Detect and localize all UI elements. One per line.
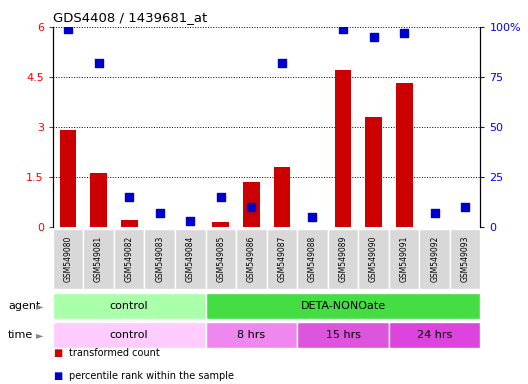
Text: agent: agent — [8, 301, 40, 311]
Text: 15 hrs: 15 hrs — [325, 330, 361, 340]
Text: time: time — [8, 330, 33, 340]
Point — [186, 217, 194, 223]
Bar — [53, 293, 205, 319]
Point — [430, 210, 439, 216]
Text: GSM549082: GSM549082 — [125, 236, 134, 282]
Point — [370, 34, 378, 40]
Bar — [274, 167, 290, 227]
Text: GSM549081: GSM549081 — [94, 236, 103, 282]
Bar — [297, 229, 328, 289]
Bar — [53, 322, 205, 348]
Bar — [419, 229, 450, 289]
Point — [461, 204, 469, 210]
Bar — [205, 229, 236, 289]
Bar — [365, 117, 382, 227]
Text: percentile rank within the sample: percentile rank within the sample — [69, 371, 233, 381]
Bar — [389, 322, 480, 348]
Bar — [267, 229, 297, 289]
Bar — [236, 229, 267, 289]
Bar — [175, 229, 205, 289]
Bar — [335, 70, 352, 227]
Point — [64, 26, 72, 32]
Point — [95, 60, 103, 66]
Text: GSM549085: GSM549085 — [216, 236, 225, 282]
Bar — [83, 229, 114, 289]
Point — [156, 210, 164, 216]
Bar — [205, 293, 480, 319]
Point — [308, 214, 317, 220]
Text: GSM549093: GSM549093 — [461, 236, 470, 283]
Point — [400, 30, 408, 36]
Bar — [53, 229, 83, 289]
Bar — [121, 220, 138, 227]
Bar — [389, 229, 419, 289]
Text: GDS4408 / 1439681_at: GDS4408 / 1439681_at — [53, 11, 207, 24]
Text: DETA-NONOate: DETA-NONOate — [300, 301, 385, 311]
Bar — [114, 229, 145, 289]
Text: GSM549091: GSM549091 — [400, 236, 409, 282]
Text: GSM549086: GSM549086 — [247, 236, 256, 282]
Bar — [328, 229, 359, 289]
Bar — [243, 182, 260, 227]
Text: GSM549080: GSM549080 — [63, 236, 72, 282]
Text: 24 hrs: 24 hrs — [417, 330, 452, 340]
Text: ■: ■ — [53, 348, 62, 358]
Text: ►: ► — [36, 301, 43, 311]
Bar — [297, 322, 389, 348]
Text: GSM549083: GSM549083 — [155, 236, 164, 282]
Text: GSM549087: GSM549087 — [277, 236, 286, 282]
Text: GSM549092: GSM549092 — [430, 236, 439, 282]
Bar — [450, 229, 480, 289]
Text: transformed count: transformed count — [69, 348, 159, 358]
Text: GSM549089: GSM549089 — [338, 236, 347, 282]
Text: ►: ► — [36, 330, 43, 340]
Bar — [359, 229, 389, 289]
Point — [247, 204, 256, 210]
Text: control: control — [110, 330, 148, 340]
Bar — [212, 222, 229, 227]
Text: 8 hrs: 8 hrs — [237, 330, 266, 340]
Text: GSM549090: GSM549090 — [369, 236, 378, 283]
Point — [339, 26, 347, 32]
Bar — [395, 83, 412, 227]
Point — [216, 194, 225, 200]
Point — [278, 60, 286, 66]
Text: GSM549088: GSM549088 — [308, 236, 317, 282]
Bar — [145, 229, 175, 289]
Text: ■: ■ — [53, 371, 62, 381]
Bar — [90, 173, 107, 227]
Bar — [60, 130, 77, 227]
Point — [125, 194, 134, 200]
Text: control: control — [110, 301, 148, 311]
Text: GSM549084: GSM549084 — [186, 236, 195, 282]
Bar — [205, 322, 297, 348]
